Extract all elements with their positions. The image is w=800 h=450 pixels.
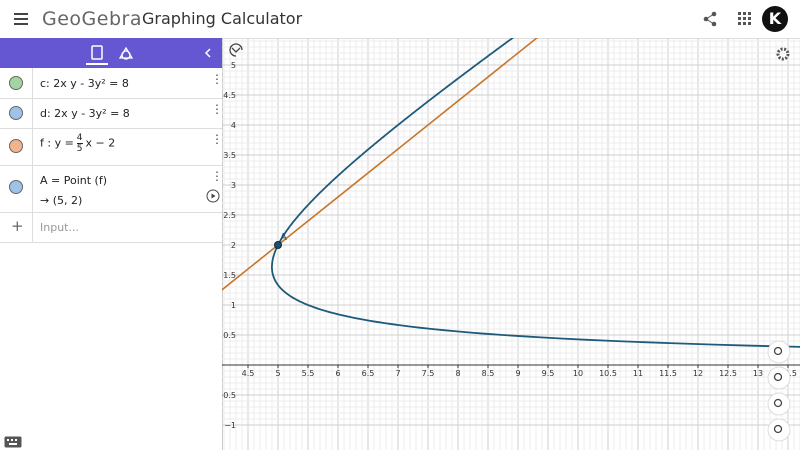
x-tick-label: 13 (753, 369, 763, 378)
x-tick-label: 10.5 (599, 369, 617, 378)
point-label: A (280, 232, 287, 243)
brand: GeoGebra (42, 8, 142, 30)
input-placeholder[interactable]: Input... (40, 221, 79, 234)
undo-button[interactable] (229, 43, 243, 57)
avatar[interactable]: K (762, 6, 788, 32)
row-gutter (0, 165, 33, 212)
x-tick-label: 10 (573, 369, 583, 378)
expression: A = Point (f) (40, 174, 107, 187)
visibility-toggle[interactable] (9, 76, 23, 90)
algebra-tab[interactable] (91, 45, 103, 60)
y-tick-label: 4 (231, 121, 236, 130)
algebra-row[interactable]: d: 2x y - 3y² = 8 ⋮ (0, 98, 223, 129)
row-menu[interactable]: ⋮ (211, 72, 223, 86)
algebra-row[interactable]: A = Point (f) → (5, 2) ⋮ (0, 165, 223, 213)
apps-button[interactable] (738, 12, 752, 26)
collapse-button[interactable] (204, 48, 211, 58)
zoom-in-button-icon (773, 372, 783, 382)
visibility-toggle[interactable] (9, 180, 23, 194)
row-gutter (0, 212, 33, 242)
fullscreen-button-icon (773, 424, 783, 434)
row-gutter (0, 98, 33, 128)
x-tick-label: 8 (455, 369, 460, 378)
input-row[interactable]: + Input... (0, 212, 222, 243)
row-menu[interactable]: ⋮ (211, 132, 223, 146)
zoom-in-button[interactable] (767, 366, 791, 390)
x-tick-label: 6 (335, 369, 340, 378)
toolbar-icons (86, 45, 211, 65)
header: GeoGebra Graphing Calculator K (0, 0, 800, 39)
play-button[interactable] (206, 189, 220, 203)
x-tick-label: 4.5 (242, 369, 255, 378)
expression: f : y = 4 5 x − 2 (40, 133, 115, 154)
x-tick-label: 11.5 (659, 369, 677, 378)
row-gutter (0, 128, 33, 165)
app-title: Graphing Calculator (142, 9, 303, 28)
visibility-toggle[interactable] (9, 139, 23, 153)
y-tick-label: 1 (231, 301, 236, 310)
x-tick-label: 12.5 (719, 369, 737, 378)
share-button[interactable] (702, 11, 718, 27)
y-tick-label: 2 (231, 241, 236, 250)
x-tick-label: 8.5 (482, 369, 495, 378)
expression-rhs: x − 2 (85, 136, 116, 150)
add-icon: + (11, 217, 24, 235)
x-tick-label: 12 (693, 369, 703, 378)
y-tick-label: −0.5 (222, 391, 236, 400)
panel-toolbar (0, 38, 222, 68)
numerator: 4 (76, 133, 83, 144)
line-f (222, 38, 539, 291)
visibility-toggle[interactable] (9, 106, 23, 120)
x-tick-label: 9 (515, 369, 520, 378)
x-tick-label: 9.5 (542, 369, 555, 378)
y-tick-label: 1.5 (223, 271, 236, 280)
row-menu[interactable]: ⋮ (211, 169, 223, 183)
home-button-icon (773, 346, 783, 356)
curve-c (271, 38, 800, 348)
fullscreen-button[interactable] (767, 418, 791, 442)
y-tick-label: −1 (224, 421, 236, 430)
x-tick-label: 6.5 (362, 369, 375, 378)
x-tick-label: 11 (633, 369, 643, 378)
zoom-out-button-icon (773, 398, 783, 408)
denominator: 5 (76, 144, 83, 154)
graphics-view[interactable]: 4.5 5 5.5 6 6.5 7 7.5 8 8.5 9 9.5 10 10.5 11 11.5 12 12.… (222, 38, 800, 450)
menu-button[interactable] (12, 9, 32, 29)
x-tick-label: 5 (275, 369, 280, 378)
algebra-panel: c: 2x y - 3y² = 8 ⋮ d: 2x y - 3y² = 8 ⋮ … (0, 38, 223, 450)
home-button[interactable] (767, 340, 791, 364)
keyboard-button[interactable] (4, 436, 22, 448)
expression: c: 2x y - 3y² = 8 (40, 77, 129, 90)
expression: d: 2x y - 3y² = 8 (40, 107, 130, 120)
algebra-row[interactable]: f : y = 4 5 x − 2 ⋮ (0, 128, 223, 166)
y-tick-label: 2.5 (223, 211, 236, 220)
y-tick-label: 4.5 (223, 91, 236, 100)
x-tick-label: 5.5 (302, 369, 315, 378)
settings-button[interactable] (776, 47, 790, 61)
row-gutter (0, 68, 33, 98)
y-tick-label: 5 (231, 61, 236, 70)
result: → (5, 2) (40, 194, 83, 207)
expression-lhs: f : y = (40, 136, 74, 150)
y-tick-label: 3 (231, 181, 236, 190)
y-tick-label: 0.5 (223, 331, 236, 340)
y-tick-label: 3.5 (223, 151, 236, 160)
zoom-out-button[interactable] (767, 392, 791, 416)
row-menu[interactable]: ⋮ (211, 102, 223, 116)
x-tick-label: 7 (395, 369, 400, 378)
point-a[interactable] (274, 241, 282, 249)
algebra-row[interactable]: c: 2x y - 3y² = 8 ⋮ (0, 68, 223, 99)
x-tick-label: 7.5 (422, 369, 435, 378)
